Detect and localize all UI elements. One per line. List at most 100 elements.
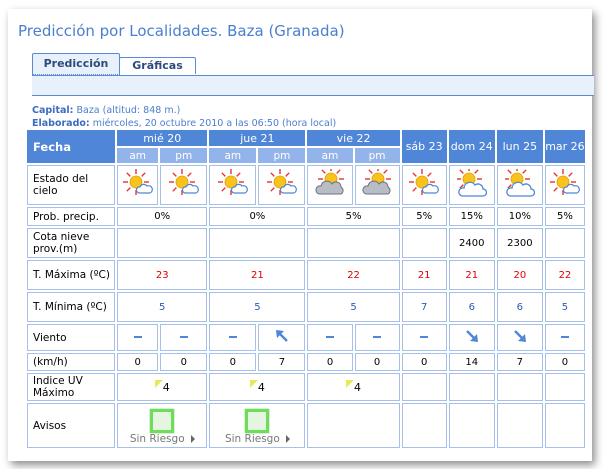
row-sky: Estado del cielo (27, 165, 585, 205)
avisos-cell[interactable]: Sin Riesgo (117, 403, 208, 448)
uv-value: 4 (162, 380, 170, 394)
uv-cell (496, 373, 543, 401)
snow-cell (307, 228, 400, 258)
wind-calm-icon (179, 336, 188, 338)
sun-cloud-icon (266, 168, 297, 195)
wind-cell (496, 324, 543, 351)
row-snow: Cota nieve prov.(m) 2400 2300 (27, 228, 585, 258)
day-header: dom 24 (448, 130, 495, 163)
tmax-cell: 21 (209, 260, 306, 290)
row-label: Estado del cielo (27, 165, 116, 205)
expand-arrow-icon[interactable] (285, 434, 290, 443)
wind-cell (209, 324, 257, 351)
period-header: am (307, 148, 353, 163)
wind-arrow-up-left-icon (275, 330, 288, 342)
avisos-cell[interactable]: Sin Riesgo (209, 403, 306, 448)
capital-label: Capital: (32, 105, 74, 116)
row-speed: (km/h) 0 0 0 7 0 0 0 14 7 0 (27, 353, 585, 371)
sun-cloud-icon (217, 168, 248, 195)
uv-flag-icon (346, 379, 355, 388)
avisos-cell (448, 403, 495, 448)
tab-prediccion[interactable]: Predicción (32, 53, 120, 75)
expand-arrow-icon[interactable] (190, 434, 195, 443)
row-label: (km/h) (27, 353, 116, 371)
tab-bar: Predicción Gráficas (32, 53, 594, 75)
uv-value: 4 (354, 380, 362, 394)
cloudy-sun-icon (315, 165, 344, 194)
sun-cloud-icon (168, 168, 199, 195)
sky-cell (496, 165, 543, 205)
avisos-cell (544, 403, 585, 448)
row-tmax: T. Máxima (ºC) 23 21 22 21 21 20 22 (27, 260, 585, 290)
wind-calm-icon (133, 336, 142, 338)
day-header: vie 22 (307, 130, 400, 146)
precip-cell: 5% (544, 207, 585, 226)
tab-content-bar (32, 75, 594, 96)
row-label: T. Máxima (ºC) (27, 260, 116, 290)
sky-cell (117, 165, 159, 205)
tmin-cell: 5 (209, 292, 306, 322)
precip-cell: 10% (496, 207, 543, 226)
avisos-cell (496, 403, 543, 448)
warning-link[interactable]: Sin Riesgo (129, 432, 185, 445)
wind-speed-cell: 14 (448, 353, 495, 371)
row-label: Prob. precip. (27, 207, 116, 226)
tmax-cell: 21 (448, 260, 495, 290)
sky-cell (160, 165, 208, 205)
row-label: Avisos (27, 403, 116, 448)
row-label: T. Mínima (ºC) (27, 292, 116, 322)
sky-cell (448, 165, 495, 205)
warning-level-green-icon[interactable] (245, 408, 270, 433)
sun-cloud-icon (409, 168, 440, 195)
uv-cell: 4 (117, 373, 208, 401)
sky-cell (354, 165, 400, 205)
wind-cell (401, 324, 447, 351)
cloudy-sun-icon (362, 165, 392, 194)
wind-cell (258, 324, 306, 351)
wind-calm-icon (326, 336, 334, 338)
day-header: mié 20 (117, 130, 208, 146)
snow-cell (401, 228, 447, 258)
wind-calm-icon (420, 336, 429, 338)
sky-cell (258, 165, 306, 205)
period-header: am (117, 148, 159, 163)
warning-level-green-icon[interactable] (150, 408, 175, 433)
tmin-cell: 6 (496, 292, 543, 322)
warning-link[interactable]: Sin Riesgo (224, 432, 280, 445)
tmin-cell: 5 (307, 292, 400, 322)
sky-cell (209, 165, 257, 205)
avisos-cell (401, 403, 447, 448)
elaborado-value: miércoles, 20 octubre 2010 a las 06:50 (… (92, 118, 337, 129)
tmin-cell: 5 (544, 292, 585, 322)
row-label: Cota nieve prov.(m) (27, 228, 116, 258)
uv-cell: 4 (209, 373, 306, 401)
row-avisos: Avisos Sin Riesgo Sin Riesgo (27, 403, 585, 448)
tmin-cell: 6 (448, 292, 495, 322)
precip-cell: 15% (448, 207, 495, 226)
snow-cell: 2300 (496, 228, 543, 258)
sun-cloud-icon (122, 168, 153, 195)
day-header: jue 21 (209, 130, 306, 146)
uv-value: 4 (257, 380, 265, 394)
day-header: mar 26 (544, 130, 585, 163)
wind-arrow-down-right-icon (513, 330, 526, 342)
wind-cell (448, 324, 495, 351)
tmax-cell: 23 (117, 260, 208, 290)
period-header: pm (258, 148, 306, 163)
tab-graficas[interactable]: Gráficas (119, 57, 196, 74)
precip-cell: 0% (117, 207, 208, 226)
wind-cell (354, 324, 400, 351)
row-label: Viento (27, 324, 116, 351)
tmax-cell: 22 (544, 260, 585, 290)
precip-cell: 0% (209, 207, 306, 226)
wind-calm-icon (373, 336, 382, 338)
row-precip: Prob. precip. 0% 0% 5% 5% 15% 10% 5% (27, 207, 585, 226)
tmax-cell: 20 (496, 260, 543, 290)
wind-speed-cell: 0 (117, 353, 159, 371)
snow-cell (117, 228, 208, 258)
uv-flag-icon (154, 379, 163, 388)
wind-cell (307, 324, 353, 351)
uv-cell (448, 373, 495, 401)
sun-big-cloud-icon (455, 165, 487, 197)
row-wind: Viento (27, 324, 585, 351)
